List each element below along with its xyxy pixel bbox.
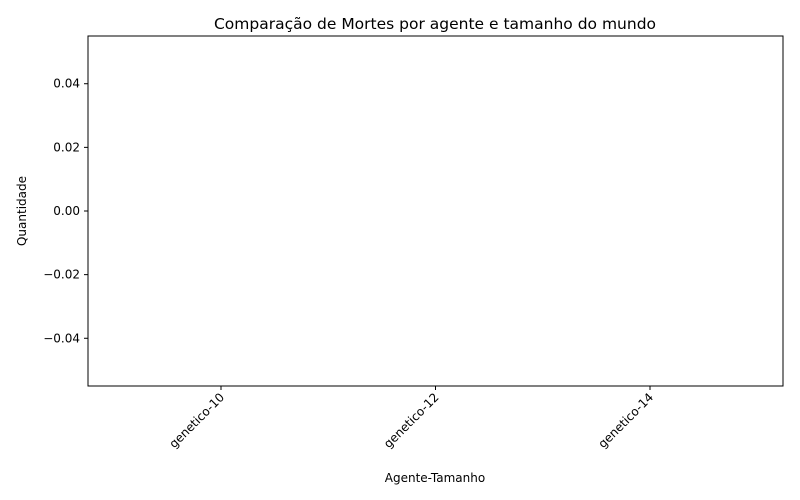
- y-tick-label: 0.00: [53, 204, 80, 218]
- plot-frame: [87, 35, 784, 387]
- y-tick-label: −0.04: [43, 331, 80, 345]
- y-axis-label: Quantidade: [15, 176, 29, 246]
- chart-title: Comparação de Mortes por agente e tamanh…: [214, 15, 656, 33]
- y-axis: −0.04 −0.02 0.00 0.02 0.04: [43, 77, 88, 345]
- x-tick-label: genetico-14: [595, 390, 656, 451]
- x-axis-label: Agente-Tamanho: [385, 471, 485, 485]
- x-axis: genetico-10 genetico-12 genetico-14: [166, 386, 656, 451]
- x-tick-label: genetico-12: [381, 390, 442, 451]
- y-tick-label: 0.04: [53, 77, 80, 91]
- x-tick-label: genetico-10: [166, 390, 227, 451]
- y-tick-label: 0.02: [53, 140, 80, 154]
- y-tick-label: −0.02: [43, 268, 80, 282]
